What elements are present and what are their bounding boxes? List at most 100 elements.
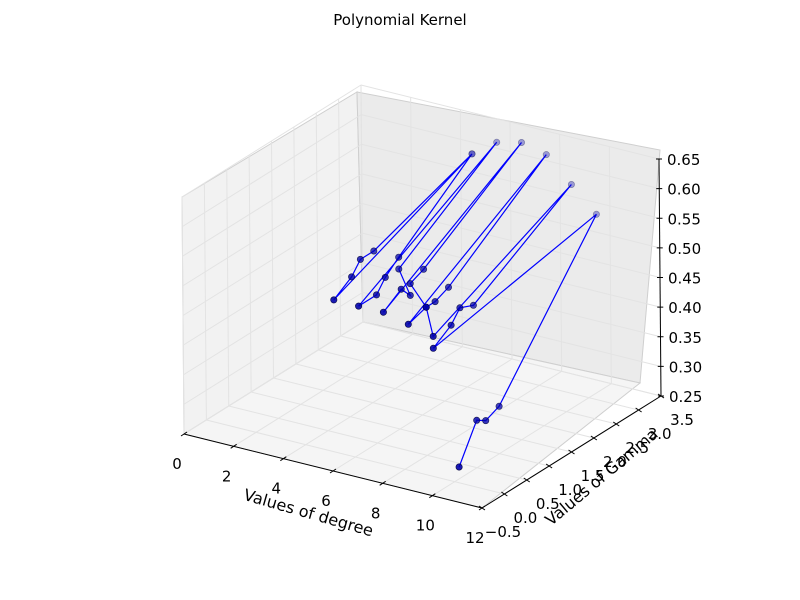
- data-point: [567, 181, 575, 189]
- grid-line-z-back: [362, 232, 661, 308]
- grid-line-z-left: [182, 232, 363, 346]
- grid-line-z-back: [361, 143, 660, 219]
- data-point: [482, 417, 490, 425]
- grid-line-z-back: [361, 203, 661, 278]
- data-point: [473, 416, 481, 424]
- grid-line-z-left: [181, 114, 362, 228]
- x-tick-mark: [230, 443, 237, 449]
- z-tick-label: 0.30: [669, 358, 702, 376]
- data-point: [429, 332, 437, 340]
- z-tick-label: 0.60: [667, 181, 700, 199]
- data-point: [422, 303, 430, 311]
- y-tick-label: 2.0: [603, 453, 627, 471]
- data-point: [395, 265, 403, 273]
- x-tick-label: 0: [172, 455, 182, 473]
- x-axis-label: Values of degree: [242, 485, 376, 540]
- data-point: [404, 320, 412, 328]
- data-point: [406, 280, 414, 288]
- data-point: [592, 210, 600, 218]
- y-tick-label: 1.5: [581, 467, 605, 485]
- grid-line-y-floor: [206, 419, 505, 495]
- grid-line-z-left: [181, 84, 362, 198]
- chart-title: Polynomial Kernel: [333, 11, 466, 29]
- y-tick-mark: [523, 477, 531, 483]
- data-point: [429, 344, 437, 352]
- y-tick-mark: [501, 491, 508, 497]
- grid-line-z-back: [361, 173, 660, 249]
- x-tick-mark: [280, 456, 287, 462]
- y-tick-mark: [612, 421, 620, 427]
- grid-line-z-left: [183, 321, 364, 435]
- data-point: [395, 253, 403, 261]
- x-tick-label: 12: [465, 529, 484, 547]
- data-point: [542, 151, 550, 159]
- grid-line-y-floor: [228, 405, 527, 481]
- y-tick-mark: [545, 463, 553, 469]
- tick-marks: [180, 158, 665, 511]
- grid-line-y-floor: [251, 391, 550, 467]
- grid-line-z-back: [360, 84, 660, 160]
- x-tick-label: 2: [222, 467, 232, 485]
- grid-line-z-left: [182, 173, 363, 287]
- data-point: [468, 150, 476, 158]
- y-tick-mark: [635, 407, 642, 413]
- x-tick-label: 4: [272, 480, 282, 498]
- data-point: [456, 304, 464, 312]
- x-tick-label: 10: [416, 517, 435, 535]
- data-point: [493, 138, 501, 146]
- grid-line-z-back: [362, 262, 661, 338]
- z-tick-label: 0.25: [669, 388, 702, 406]
- z-tick-label: 0.45: [668, 270, 701, 288]
- grid-line-y-floor: [318, 349, 617, 425]
- data-point: [495, 402, 503, 410]
- y-tick-label: 1.0: [558, 481, 582, 499]
- data-point: [444, 283, 452, 291]
- z-tick-label: 0.55: [668, 210, 701, 228]
- grid-line-z-back: [362, 291, 661, 367]
- y-tick-mark: [478, 505, 486, 511]
- data-point: [381, 273, 389, 281]
- data-point: [420, 265, 428, 273]
- z-tick-label: 0.65: [667, 151, 700, 169]
- y-tick-label: 3.5: [670, 411, 694, 429]
- z-tick-label: 0.35: [669, 329, 702, 347]
- data-point: [370, 247, 378, 255]
- grid-line-z-left: [183, 262, 363, 376]
- data-point: [348, 273, 356, 281]
- data-point: [397, 285, 405, 293]
- y-tick-label: 0.5: [536, 495, 560, 513]
- x-tick-label: 8: [371, 504, 381, 522]
- y-tick-label: −0.5: [485, 523, 521, 541]
- data-point: [406, 291, 414, 299]
- grid-line-z-back: [361, 114, 660, 190]
- data-point: [447, 321, 455, 329]
- y-tick-label: 2.5: [625, 439, 649, 457]
- grid-line-y-floor: [295, 363, 594, 439]
- data-point: [379, 308, 387, 316]
- z-tick-label: 0.40: [668, 299, 701, 317]
- grid-line-z-left: [182, 143, 362, 257]
- grid-line-z-back: [362, 321, 662, 397]
- data-point: [469, 301, 477, 309]
- x-tick-mark: [379, 480, 386, 486]
- grid-line-z-left: [182, 203, 363, 316]
- tick-labels: 0 2 4 6 8 10 12 −0.50.00.51.01.52.02.53.03.5 0.2…: [172, 151, 702, 547]
- x-tick-mark: [429, 493, 436, 499]
- y-tick-mark: [590, 435, 598, 441]
- x-tick-mark: [329, 468, 337, 474]
- data-point: [355, 302, 363, 310]
- data-point: [455, 463, 463, 471]
- data-point: [356, 255, 364, 263]
- grid-line-y-floor: [273, 377, 572, 453]
- data-point: [372, 291, 380, 299]
- grid-line-y-floor: [340, 335, 639, 411]
- y-tick-label: 3.0: [648, 425, 672, 443]
- y-tick-mark: [568, 449, 575, 455]
- data-point: [517, 139, 525, 147]
- y-tick-label: 0.0: [513, 509, 537, 527]
- grid-line-z-left: [183, 291, 364, 405]
- data-point: [431, 298, 439, 306]
- data-point: [468, 150, 476, 158]
- x-tick-label: 6: [321, 492, 331, 510]
